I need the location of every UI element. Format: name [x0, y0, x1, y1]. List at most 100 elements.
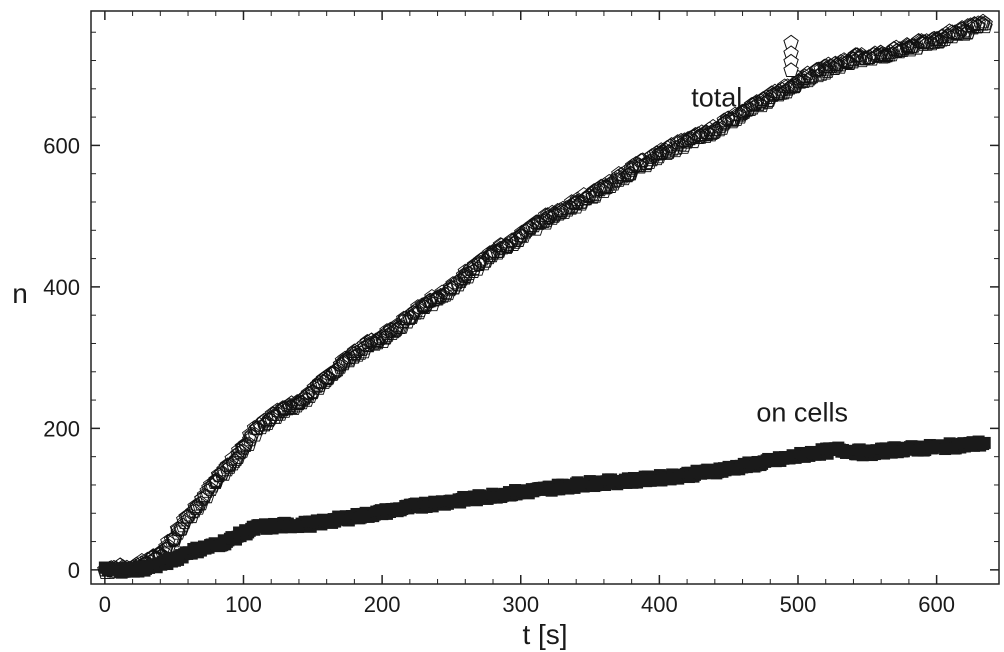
total-point — [716, 112, 732, 128]
total-point — [302, 388, 318, 403]
total-point — [292, 394, 308, 409]
x-tick-label: 600 — [918, 592, 955, 617]
total-point — [538, 212, 555, 228]
total-point — [581, 187, 597, 202]
total-point — [277, 403, 293, 418]
total-point — [698, 124, 714, 139]
total-point — [184, 508, 200, 524]
total-point — [452, 272, 468, 287]
total-point — [432, 289, 449, 304]
total-point — [499, 239, 515, 255]
total-point — [262, 411, 278, 426]
total-point — [460, 268, 476, 284]
total-point — [490, 244, 506, 260]
total-point — [514, 224, 530, 240]
total-point — [717, 114, 734, 129]
total-point — [748, 95, 764, 111]
total-point — [864, 50, 880, 66]
total-point — [321, 369, 337, 385]
total-point — [430, 290, 446, 306]
total-point — [651, 148, 667, 164]
total-point — [471, 256, 487, 271]
total-point — [417, 299, 433, 314]
total-point — [222, 459, 238, 474]
total-point — [975, 13, 991, 29]
total-point — [176, 514, 193, 529]
total-outlier-point — [783, 62, 799, 77]
total-point — [453, 273, 469, 289]
on-cells-point — [978, 436, 991, 449]
total-point — [616, 170, 632, 186]
total-point — [253, 419, 269, 435]
annotation-total: total — [691, 83, 742, 113]
total-point — [658, 142, 674, 158]
total-point — [523, 220, 539, 235]
total-point — [418, 297, 435, 312]
y-axis-label: n — [12, 278, 28, 309]
x-tick-label: 200 — [364, 592, 401, 617]
total-point — [677, 134, 694, 149]
total-point — [845, 53, 862, 69]
total-point — [272, 406, 289, 421]
total-point — [336, 353, 352, 369]
total-point — [399, 313, 416, 329]
total-point — [515, 228, 532, 243]
total-point — [404, 309, 420, 324]
total-point — [423, 292, 439, 308]
total-point — [191, 496, 207, 511]
total-point — [884, 46, 900, 62]
y-tick-label: 400 — [43, 275, 80, 300]
total-point — [236, 438, 252, 454]
total-point — [970, 18, 986, 33]
x-tick-label: 400 — [641, 592, 678, 617]
total-point — [272, 403, 288, 419]
total-point — [234, 443, 251, 458]
total-point — [950, 26, 966, 41]
y-tick-label: 200 — [43, 416, 80, 441]
series-on-cells — [98, 435, 991, 579]
total-point — [225, 455, 241, 471]
total-point — [185, 503, 201, 519]
total-point — [592, 181, 608, 197]
total-point — [418, 296, 434, 311]
total-point — [565, 197, 581, 213]
total-point — [251, 416, 268, 432]
tick-labels: 0 100 200 300 400 500 600 0 200 400 600 — [43, 133, 955, 617]
total-point — [977, 18, 993, 34]
x-tick-label: 300 — [502, 592, 539, 617]
total-point — [296, 389, 313, 405]
y-tick-label: 600 — [43, 133, 80, 158]
total-point — [208, 472, 224, 487]
total-point — [734, 103, 750, 119]
total-point — [227, 453, 243, 468]
total-point — [638, 155, 654, 171]
total-point — [478, 252, 494, 268]
total-point — [481, 249, 497, 265]
total-point — [585, 189, 601, 204]
x-tick-label: 100 — [225, 592, 262, 617]
total-point — [352, 345, 369, 360]
total-point — [551, 205, 567, 221]
x-tick-label: 0 — [99, 592, 111, 617]
total-point — [476, 255, 492, 271]
total-point — [965, 19, 982, 35]
total-point — [232, 444, 249, 460]
total-point — [601, 173, 617, 189]
total-point — [280, 400, 296, 416]
total-point — [394, 319, 410, 334]
total-point — [751, 96, 767, 111]
total-point — [205, 477, 221, 493]
total-point — [840, 53, 856, 68]
total-point — [249, 420, 266, 436]
total-point — [661, 144, 677, 159]
annotation-on-cells: on cells — [756, 397, 848, 427]
total-point — [761, 92, 777, 107]
total-point — [805, 68, 821, 84]
axis-ticks — [91, 11, 999, 584]
total-point — [579, 190, 595, 206]
total-point — [221, 456, 238, 472]
total-point — [732, 107, 748, 122]
total-point — [333, 356, 349, 372]
y-tick-label: 0 — [68, 558, 80, 583]
total-point — [384, 325, 400, 340]
